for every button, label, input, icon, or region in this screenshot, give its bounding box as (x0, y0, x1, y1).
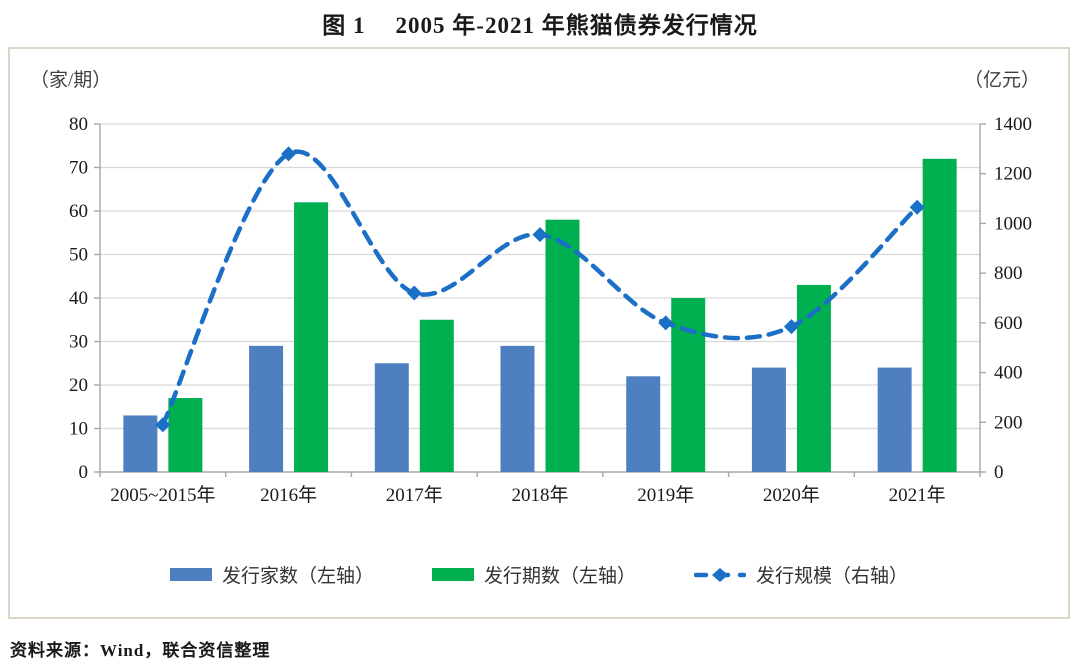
issues-bar-swatch-icon (431, 568, 474, 581)
left-axis-tick-label: 30 (69, 332, 88, 353)
bar-issuers (751, 367, 786, 472)
line-marker (532, 227, 548, 243)
x-axis-label: 2021年 (889, 484, 946, 506)
right-axis-unit: （亿元） (963, 70, 1040, 91)
right-axis-tick-label: 600 (994, 313, 1023, 334)
left-axis-unit: （家/期） (30, 70, 112, 91)
bar-issues (796, 284, 831, 472)
legend-label-issues: 发行期数（左轴） (483, 566, 636, 587)
figure-label: 图 1 (322, 13, 366, 38)
bar-issuers (626, 376, 661, 472)
legend-item-scale: 发行规模（右轴） (694, 561, 908, 588)
dashed-line-marker-swatch-icon (694, 567, 746, 582)
left-axis-tick-label: 50 (69, 245, 88, 266)
x-axis-label: 2005~2015年 (110, 484, 215, 506)
left-axis-tick-label: 80 (69, 114, 88, 135)
source-note: 资料来源：Wind，联合资信整理 (10, 641, 271, 660)
line-marker (406, 285, 422, 301)
bar-issuers (123, 415, 158, 472)
right-axis-tick-label: 0 (994, 462, 1004, 483)
bar-issuers (877, 367, 912, 472)
line-marker (658, 315, 674, 331)
right-axis-tick-label: 1400 (994, 114, 1032, 135)
right-axis-tick-label: 800 (994, 263, 1023, 284)
right-axis-tick-label: 1200 (994, 164, 1032, 185)
bar-issues (294, 202, 329, 473)
bar-issues (545, 219, 580, 472)
legend-label-scale: 发行规模（右轴） (756, 566, 909, 587)
bar-issuers (500, 345, 535, 472)
left-axis-tick-label: 60 (69, 201, 88, 222)
left-axis-tick-label: 10 (69, 419, 88, 440)
x-axis-label: 2020年 (763, 484, 820, 506)
bar-issues (419, 319, 454, 472)
line-marker (783, 319, 799, 335)
chart-title: 图 1 2005 年-2021 年熊猫债券发行情况 (0, 6, 1080, 40)
legend-label-issuers: 发行家数（左轴） (221, 566, 374, 587)
left-axis-tick-label: 70 (69, 158, 88, 179)
chart-frame: （家/期） （亿元） 0 10 20 30 40 50 60 70 80 0 200 400 600 80… (8, 47, 1070, 619)
right-axis-tick-label: 200 (994, 412, 1023, 433)
bar-issues (671, 298, 706, 472)
chart-legend: 发行家数（左轴） 发行期数（左轴） 发行规模（右轴） (10, 561, 1068, 588)
x-axis-label: 2016年 (260, 484, 317, 506)
line-marker (909, 199, 925, 215)
right-axis-tick-label: 1000 (994, 213, 1032, 234)
x-axis-label: 2018年 (511, 484, 568, 506)
bar-issues (922, 158, 957, 473)
left-axis-tick-label: 20 (69, 375, 88, 396)
legend-item-issues: 发行期数（左轴） (431, 561, 636, 588)
bar-issuers (374, 363, 409, 472)
issuers-bar-swatch-icon (169, 568, 212, 581)
left-axis-tick-label: 40 (69, 288, 88, 309)
right-axis-tick-label: 400 (994, 363, 1023, 384)
line-marker (281, 146, 297, 162)
x-axis-label: 2017年 (386, 484, 443, 506)
x-axis-label: 2019年 (637, 484, 694, 506)
combo-chart-plot: 0102030405060708002004006008001000120014… (69, 114, 1032, 506)
legend-item-issuers: 发行家数（左轴） (169, 561, 374, 588)
left-axis-tick-label: 0 (79, 462, 89, 483)
figure-title-text: 2005 年-2021 年熊猫债券发行情况 (395, 13, 758, 38)
bar-issues (168, 398, 203, 472)
line-marker (155, 417, 171, 433)
bar-issuers (249, 345, 284, 472)
